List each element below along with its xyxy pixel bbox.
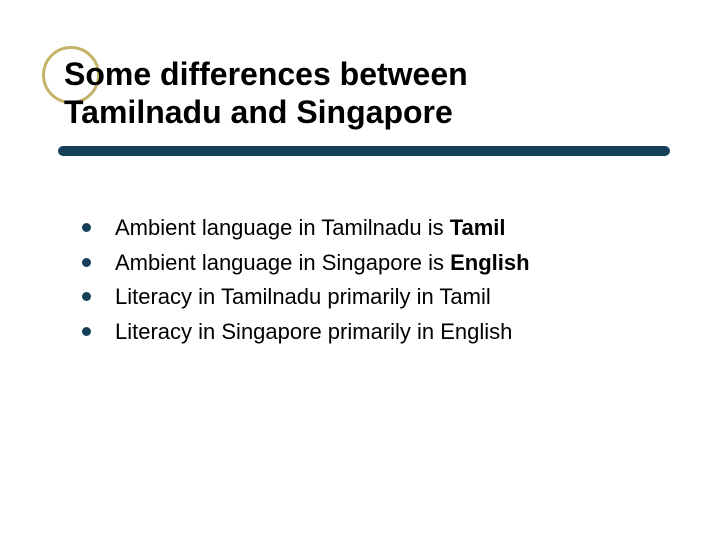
list-item: Literacy in Tamilnadu primarily in Tamil (82, 283, 662, 312)
bullet-text: Literacy in Singapore primarily in Engli… (115, 318, 512, 347)
bullet-pre: Ambient language in Tamilnadu is (115, 215, 450, 240)
bullet-pre: Literacy in Singapore primarily in Engli… (115, 319, 512, 344)
bullet-text: Ambient language in Tamilnadu is Tamil (115, 214, 506, 243)
bullet-bold: English (450, 250, 529, 275)
bullet-icon (82, 327, 91, 336)
list-item: Ambient language in Singapore is English (82, 249, 662, 278)
list-item: Ambient language in Tamilnadu is Tamil (82, 214, 662, 243)
bullet-list: Ambient language in Tamilnadu is Tamil A… (82, 214, 662, 352)
list-item: Literacy in Singapore primarily in Engli… (82, 318, 662, 347)
bullet-text: Literacy in Tamilnadu primarily in Tamil (115, 283, 491, 312)
bullet-pre: Literacy in Tamilnadu primarily in Tamil (115, 284, 491, 309)
bullet-icon (82, 292, 91, 301)
title-line-2: Tamilnadu and Singapore (64, 94, 453, 130)
bullet-icon (82, 223, 91, 232)
bullet-pre: Ambient language in Singapore is (115, 250, 450, 275)
slide-title: Some differences between Tamilnadu and S… (64, 56, 664, 132)
bullet-text: Ambient language in Singapore is English (115, 249, 530, 278)
bullet-bold: Tamil (450, 215, 506, 240)
title-underline (58, 146, 670, 156)
title-line-1: Some differences between (64, 56, 468, 92)
bullet-icon (82, 258, 91, 267)
